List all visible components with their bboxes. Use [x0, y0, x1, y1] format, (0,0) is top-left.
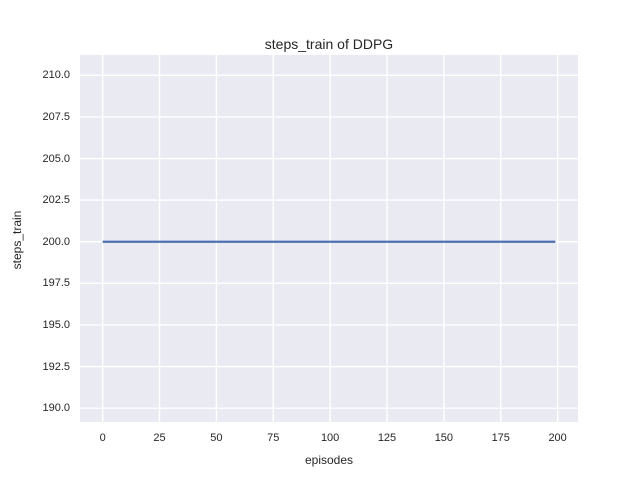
- chart-canvas: [80, 55, 578, 422]
- x-tick-label: 75: [267, 432, 280, 444]
- x-tick-label: 25: [153, 432, 166, 444]
- x-tick-label: 50: [210, 432, 223, 444]
- y-tick-label: 207.5: [42, 110, 70, 123]
- y-axis-label: steps_train: [10, 210, 24, 270]
- x-axis-label: episodes: [304, 453, 354, 467]
- y-tick-label: 210.0: [42, 69, 70, 82]
- y-tick-label: 197.5: [42, 277, 70, 290]
- y-tick-label: 192.5: [42, 360, 70, 373]
- x-tick-label: 175: [491, 432, 510, 444]
- y-tick-label: 190.0: [42, 402, 70, 415]
- y-tick-label: 205.0: [42, 152, 70, 165]
- chart-title: steps_train of DDPG: [264, 36, 394, 52]
- x-tick-label: 100: [320, 432, 340, 444]
- plot-area: [80, 55, 578, 422]
- y-tick-label: 195.0: [42, 318, 70, 331]
- x-tick-label: 150: [434, 432, 454, 444]
- y-tick-label: 202.5: [42, 194, 70, 207]
- x-tick-label: 125: [377, 432, 397, 444]
- x-tick-label: 0: [99, 432, 106, 444]
- y-tick-label: 200.0: [42, 235, 70, 248]
- x-tick-label: 200: [548, 432, 567, 444]
